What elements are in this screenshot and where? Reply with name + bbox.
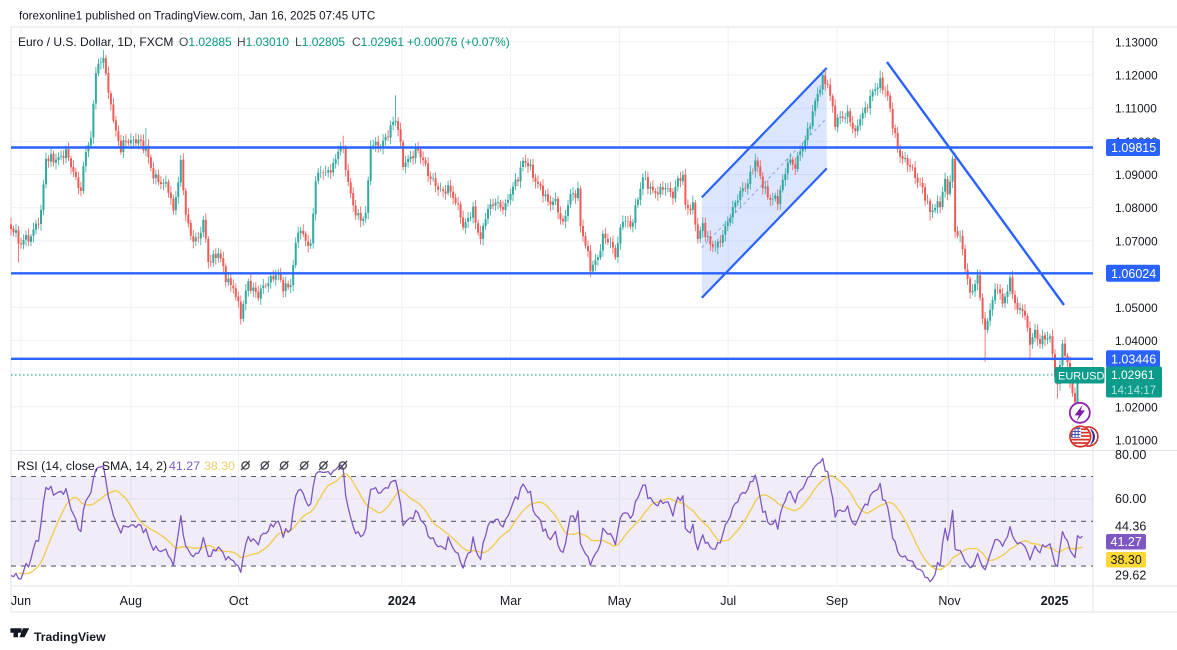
svg-text:1.09815: 1.09815 <box>1111 141 1156 155</box>
svg-text:1.03446: 1.03446 <box>1111 352 1156 366</box>
svg-text:1.09000: 1.09000 <box>1115 168 1158 182</box>
svg-text:Aug: Aug <box>120 594 142 608</box>
svg-text:1.12000: 1.12000 <box>1115 69 1158 83</box>
svg-text:2025: 2025 <box>1041 594 1069 608</box>
svg-text:44.36: 44.36 <box>1115 520 1146 534</box>
svg-text:1.06024: 1.06024 <box>1111 267 1156 281</box>
svg-text:May: May <box>608 594 632 608</box>
svg-text:Sep: Sep <box>826 594 848 608</box>
svg-text:EURUSD: EURUSD <box>1058 370 1105 382</box>
svg-text:80.00: 80.00 <box>1115 448 1146 462</box>
svg-text:forexonline1 published on Trad: forexonline1 published on TradingView.co… <box>19 10 375 23</box>
svg-text:2024: 2024 <box>388 594 416 608</box>
svg-text:1.08000: 1.08000 <box>1115 201 1158 215</box>
svg-text:60.00: 60.00 <box>1115 492 1146 506</box>
svg-text:1.02000: 1.02000 <box>1115 400 1158 414</box>
svg-text:TradingView: TradingView <box>34 630 106 644</box>
svg-text:1.07000: 1.07000 <box>1115 234 1158 248</box>
svg-text:1.13000: 1.13000 <box>1115 35 1158 49</box>
svg-text:Mar: Mar <box>500 594 522 608</box>
svg-text:Jun: Jun <box>11 594 31 608</box>
svg-text:Oct: Oct <box>229 594 249 608</box>
svg-text:41.27: 41.27 <box>1111 535 1142 549</box>
svg-text:Euro / U.S. Dollar, 1D, FXCM: Euro / U.S. Dollar, 1D, FXCM <box>18 35 173 49</box>
svg-text:1.01000: 1.01000 <box>1115 434 1158 448</box>
svg-text:RSI (14, close, SMA, 14, 2)41.: RSI (14, close, SMA, 14, 2) 41.27 38.30 <box>17 459 235 473</box>
svg-text:Jul: Jul <box>720 594 736 608</box>
svg-text:1.04000: 1.04000 <box>1115 334 1158 348</box>
svg-text:Nov: Nov <box>938 594 961 608</box>
svg-text:29.62: 29.62 <box>1115 569 1146 583</box>
svg-text:38.30: 38.30 <box>1111 553 1142 567</box>
svg-text:14:14:17: 14:14:17 <box>1111 384 1156 397</box>
svg-text:1.11000: 1.11000 <box>1115 102 1157 116</box>
svg-text:1.05000: 1.05000 <box>1115 301 1158 315</box>
svg-text:1.02961: 1.02961 <box>1111 368 1155 382</box>
